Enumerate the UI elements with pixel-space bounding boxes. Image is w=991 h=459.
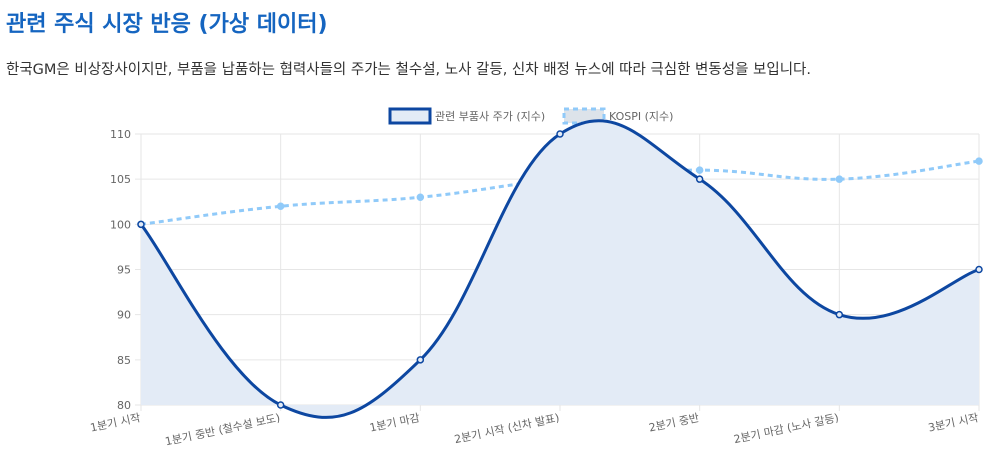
data-point-kospi[interactable] xyxy=(835,175,844,183)
x-tick-label: 2분기 시작 (신차 발표) xyxy=(453,411,560,446)
y-axis-ticks: 80 85 90 95 100 105 110 xyxy=(110,128,131,412)
series-area-parts-index xyxy=(141,120,979,418)
data-point-parts-index[interactable] xyxy=(695,175,704,183)
x-tick-label: 1분기 마감 xyxy=(368,411,421,434)
x-tick-label: 1분기 시작 xyxy=(89,411,142,434)
legend-label-kospi[interactable]: KOSPI (지수) xyxy=(609,110,673,123)
legend-swatch-parts-index[interactable] xyxy=(388,107,432,125)
data-point-kospi[interactable] xyxy=(695,166,704,174)
y-tick-label: 90 xyxy=(117,309,131,322)
x-tick-label: 1분기 중반 (철수설 보도) xyxy=(164,411,281,448)
data-point-parts-index[interactable] xyxy=(835,310,844,319)
data-point-parts-index[interactable] xyxy=(137,220,145,229)
y-tick-label: 105 xyxy=(110,173,131,186)
data-point-kospi[interactable] xyxy=(416,193,425,201)
x-tick-label: 2분기 중반 xyxy=(648,411,701,434)
y-tick-label: 80 xyxy=(117,399,131,412)
data-point-parts-index[interactable] xyxy=(556,130,564,138)
chart-legend: 관련 부품사 주가 (지수) KOSPI (지수) xyxy=(388,107,673,125)
legend-label-parts-index[interactable]: 관련 부품사 주가 (지수) xyxy=(435,110,545,123)
y-tick-label: 100 xyxy=(110,218,131,231)
data-point-parts-index[interactable] xyxy=(276,401,285,409)
page-title: 관련 주식 시장 반응 (가상 데이터) xyxy=(6,12,328,37)
data-point-kospi[interactable] xyxy=(975,157,983,165)
x-axis-ticks: 1분기 시작 1분기 중반 (철수설 보도) 1분기 마감 2분기 시작 (신차 발표… xyxy=(89,410,980,448)
data-point-kospi[interactable] xyxy=(276,202,285,211)
data-point-parts-index[interactable] xyxy=(416,356,425,364)
data-point-parts-index[interactable] xyxy=(975,265,983,274)
y-tick-label: 95 xyxy=(117,264,131,277)
x-tick-label: 3분기 시작 xyxy=(927,411,980,434)
chart-series xyxy=(137,119,983,419)
x-tick-label: 2분기 마감 (노사 갈등) xyxy=(732,410,840,446)
y-tick-label: 110 xyxy=(110,128,131,141)
y-tick-label: 85 xyxy=(117,354,131,367)
page-description: 한국GM은 비상장사이지만, 부품을 납품하는 협력사들의 주가는 철수설, 노… xyxy=(6,62,811,78)
